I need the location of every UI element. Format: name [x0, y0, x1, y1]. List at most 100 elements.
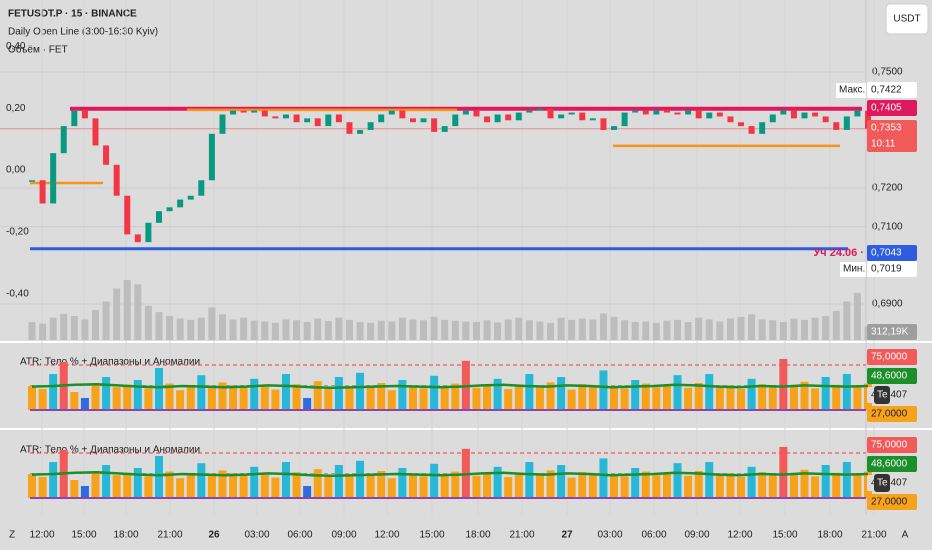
atr-bar [123, 472, 132, 498]
min-label: Мин. [843, 264, 865, 275]
candle [822, 116, 829, 123]
atr-bar [366, 387, 375, 410]
atr-bar [853, 474, 862, 498]
candle [219, 114, 226, 134]
candle [81, 110, 88, 119]
atr-bar [112, 475, 121, 498]
volume-bar [822, 316, 830, 340]
atr-bar [165, 471, 174, 498]
candle [367, 122, 374, 130]
atr-bar [779, 447, 788, 498]
volume-bar [324, 321, 332, 340]
time-label: 15:00 [419, 530, 444, 541]
atr-bar [80, 486, 89, 498]
time-label: 21:00 [861, 530, 886, 541]
candle [103, 145, 110, 165]
candle [155, 211, 162, 223]
atr-bar [144, 476, 153, 498]
atr-bar [430, 375, 439, 410]
candle [854, 110, 861, 117]
volume-bar [81, 319, 89, 340]
volume-bar [801, 319, 809, 340]
level-low-value-box [867, 245, 917, 261]
level-low-name: Уч 24.06 · [813, 247, 864, 259]
volume-bar [451, 320, 459, 340]
atr-ma [31, 470, 869, 478]
candle [50, 153, 57, 204]
atr-bar [514, 474, 523, 498]
atr-bar [239, 475, 248, 498]
volume-bar [504, 319, 512, 340]
max-tag [836, 83, 866, 98]
volume-bar [176, 318, 184, 340]
min-value: 0,7019 [871, 264, 902, 275]
currency-button[interactable] [885, 3, 929, 35]
candle [431, 118, 438, 132]
currency[interactable]: USDT [893, 14, 920, 25]
volume-bar [388, 321, 396, 340]
candle [536, 108, 543, 111]
volume-bar [208, 307, 216, 340]
candle [230, 110, 237, 115]
atr-bar [525, 374, 534, 410]
level-high-value: 0,7405 [871, 103, 902, 114]
atr-bar [176, 390, 185, 410]
candle [843, 116, 850, 130]
atr-bar [144, 388, 153, 410]
max-value-box [867, 82, 917, 98]
atr-bar [440, 474, 449, 498]
atr-bar [472, 387, 481, 410]
atr-bar [419, 476, 428, 498]
level-high-value-box [867, 100, 917, 116]
candle [663, 110, 670, 113]
volume-bar [49, 317, 57, 340]
atr-bar [525, 462, 534, 498]
candle [632, 110, 639, 113]
atr-bar [535, 387, 544, 410]
candle [166, 207, 173, 212]
candle [357, 129, 364, 134]
candle [473, 110, 480, 117]
volume-bar [102, 301, 110, 340]
atr-bar [80, 398, 89, 410]
atr-bar [260, 474, 269, 498]
volume-bar [123, 280, 131, 340]
candle [494, 114, 501, 123]
atr-bar [758, 384, 767, 410]
atr-bar [49, 374, 58, 410]
candle [409, 118, 416, 123]
volume-bar [28, 322, 36, 340]
volume-bar [271, 322, 279, 340]
separator [0, 428, 932, 430]
candle [293, 114, 300, 123]
candle [92, 118, 99, 146]
volume-bar [155, 312, 163, 340]
atr-bar [451, 383, 460, 410]
level-low-value: 0,7043 [871, 248, 902, 259]
atr-bar [768, 475, 777, 498]
atr-bar [324, 388, 333, 410]
atr-bar [345, 474, 354, 498]
time-label: 03:00 [597, 530, 622, 541]
atr-bar [821, 465, 830, 498]
volume-bar [229, 319, 237, 340]
max-value: 0,7422 [871, 85, 902, 96]
atr-bar [154, 456, 163, 498]
atr-bar [684, 475, 693, 498]
candle [674, 112, 681, 115]
atr-bar [186, 474, 195, 498]
atr-bar [91, 471, 100, 498]
volume-bar [716, 321, 724, 340]
atr-bar [133, 380, 142, 410]
atr-title: ATR: Тело % + Диапазоны и Аномалии [20, 357, 200, 368]
atr-bar [408, 473, 417, 498]
volume-bar [726, 318, 734, 340]
time-label: 18:00 [817, 530, 842, 541]
time-axis [0, 515, 932, 550]
candle [558, 114, 565, 119]
volume-bar [631, 322, 639, 340]
atr-bar [229, 385, 238, 410]
candle [748, 126, 755, 134]
atr-bar [726, 385, 735, 410]
